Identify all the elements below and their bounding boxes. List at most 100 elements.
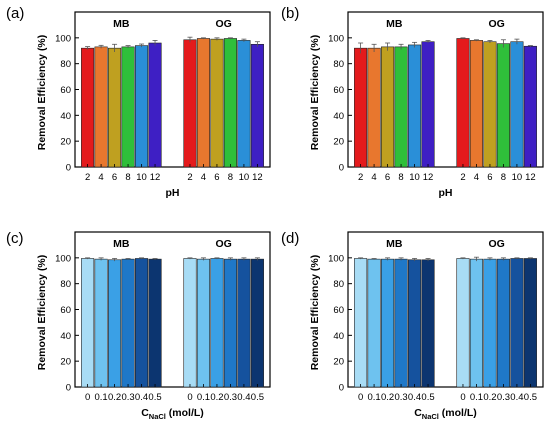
x-tick-label: 2	[187, 172, 192, 183]
bar-MB-0	[81, 47, 95, 168]
bar-MB-3	[394, 46, 408, 168]
x-tick-label: 0.1	[470, 392, 483, 403]
x-tick-label: 0.4	[510, 392, 523, 403]
x-tick-label: 4	[371, 172, 376, 183]
x-tick-label: 4	[201, 172, 206, 183]
bar-MB-3	[394, 258, 408, 388]
y-tick-label: 20	[60, 357, 71, 368]
bar-MB-5	[421, 259, 435, 388]
x-tick-label: 4	[474, 172, 479, 183]
x-tick-label: 0.2	[210, 392, 223, 403]
bar-OG-0	[183, 258, 197, 388]
y-tick-label: 60	[333, 305, 344, 316]
bar-OG-2	[483, 258, 497, 388]
y-tick-label: 60	[60, 305, 71, 316]
y-axis-label: Removal Efficiency (%)	[309, 255, 321, 371]
bar-MB-1	[367, 47, 381, 168]
y-tick-label: 80	[333, 59, 344, 70]
bar-MB-0	[354, 47, 368, 168]
y-axis-label: Removal Efficiency (%)	[36, 255, 48, 371]
bar-MB-1	[367, 258, 381, 388]
x-tick-label: 6	[487, 172, 492, 183]
chart-panel-2: (c) 0 20 40 60 80 100 Removal Efficiency (%) 0 0.…	[6, 230, 271, 421]
group-label-OG: OG	[216, 238, 232, 250]
x-axis-label: CNaCl (mol/L)	[141, 407, 204, 421]
y-axis-label: Removal Efficiency (%)	[36, 35, 48, 151]
x-tick-label: 0.1	[94, 392, 107, 403]
y-tick-label: 0	[66, 383, 71, 394]
bar-MB-5	[148, 42, 162, 168]
bar-OG-3	[496, 258, 510, 388]
y-tick-label: 0	[339, 163, 344, 174]
y-tick-label: 80	[60, 59, 71, 70]
group-label-OG: OG	[489, 238, 505, 250]
bar-OG-4	[510, 258, 524, 388]
x-tick-label: 0.3	[121, 392, 134, 403]
bar-OG-0	[456, 258, 470, 388]
y-tick-label: 40	[60, 111, 71, 122]
x-tick-label: 2	[460, 172, 465, 183]
bar-MB-5	[421, 41, 435, 168]
y-tick-label: 80	[60, 279, 71, 290]
x-tick-label: 0	[85, 392, 90, 403]
y-tick-label: 0	[339, 383, 344, 394]
bar-MB-4	[135, 45, 149, 168]
bar-OG-4	[237, 258, 251, 388]
bar-OG-0	[183, 39, 197, 168]
x-tick-label: 0.4	[237, 392, 250, 403]
x-tick-label: 8	[501, 172, 506, 183]
x-tick-label: 12	[525, 172, 536, 183]
y-tick-label: 20	[333, 357, 344, 368]
bar-MB-0	[354, 258, 368, 388]
bar-MB-2	[381, 46, 395, 168]
group-label-MB: MB	[386, 238, 403, 250]
bar-OG-5	[250, 43, 264, 168]
x-tick-label: 0.3	[224, 392, 237, 403]
x-tick-label: 0.2	[381, 392, 394, 403]
group-label-MB: MB	[113, 18, 130, 30]
x-tick-label: 0.2	[483, 392, 496, 403]
x-tick-label: 10	[409, 172, 420, 183]
x-tick-label: 12	[252, 172, 263, 183]
bar-OG-1	[196, 258, 210, 388]
x-tick-label: 0.3	[394, 392, 407, 403]
x-tick-label: 2	[85, 172, 90, 183]
bar-MB-1	[94, 46, 108, 168]
y-tick-label: 60	[60, 85, 71, 96]
bar-MB-4	[407, 259, 422, 388]
bar-OG-5	[250, 258, 264, 388]
x-tick-label: 12	[423, 172, 434, 183]
panel-label: (a)	[6, 5, 24, 22]
x-tick-label: 10	[512, 172, 523, 183]
bar-OG-1	[469, 258, 483, 388]
bar-MB-2	[108, 259, 122, 388]
group-label-MB: MB	[386, 18, 403, 30]
bar-OG-3	[223, 258, 237, 388]
bar-MB-0	[81, 258, 95, 388]
bar-MB-2	[381, 258, 395, 388]
x-tick-label: 0.1	[197, 392, 210, 403]
y-tick-label: 40	[333, 331, 344, 342]
x-tick-label: 0.5	[148, 392, 161, 403]
bar-MB-3	[121, 258, 135, 388]
panel-label: (b)	[281, 5, 299, 22]
y-tick-label: 40	[60, 331, 71, 342]
y-axis-label: Removal Efficiency (%)	[309, 35, 321, 151]
y-tick-label: 100	[55, 253, 71, 264]
y-tick-label: 80	[333, 279, 344, 290]
x-tick-label: 0.2	[108, 392, 121, 403]
x-axis-label: pH	[166, 187, 180, 199]
x-tick-label: 8	[125, 172, 130, 183]
x-tick-label: 4	[98, 172, 103, 183]
x-tick-label: 12	[150, 172, 161, 183]
x-tick-label: 0.4	[408, 392, 421, 403]
y-tick-label: 60	[333, 85, 344, 96]
x-tick-label: 0.3	[497, 392, 510, 403]
x-tick-label: 0.4	[135, 392, 148, 403]
y-tick-label: 20	[60, 137, 71, 148]
x-tick-label: 2	[358, 172, 363, 183]
bar-MB-3	[121, 46, 135, 168]
bar-MB-2	[108, 47, 122, 168]
